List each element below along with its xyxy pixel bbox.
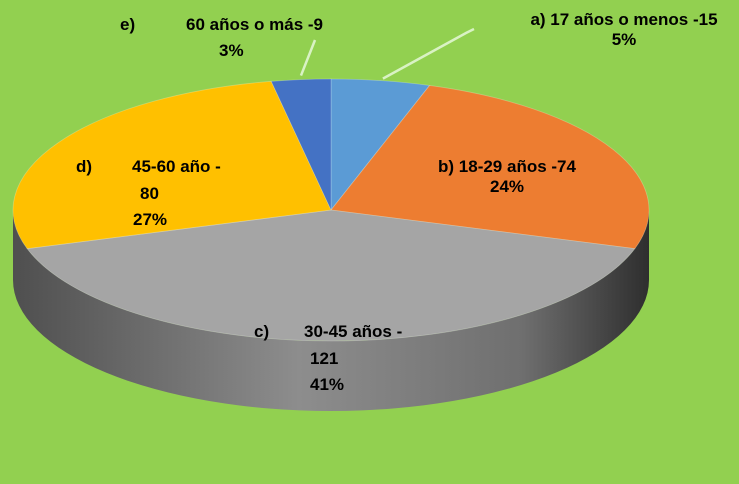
pie-side-wall (13, 210, 649, 411)
data-label-d-name: 45-60 año - (132, 157, 221, 176)
pie-slice-2 (330, 85, 650, 250)
data-label-b-text: b) 18-29 años -74 (438, 157, 576, 176)
leader-line-a (382, 27, 475, 80)
data-label-c-value: 121 (310, 349, 339, 368)
data-label-b: b) 18-29 años -74 24% (422, 157, 592, 197)
data-label-e-name: 60 años o más -9 (186, 15, 324, 34)
pie-slice-5 (270, 78, 332, 211)
data-label-d-letter: d) (76, 157, 93, 176)
pie-slice-3 (26, 209, 636, 342)
data-label-a-text: a) 17 años o menos -15 (530, 10, 718, 29)
pie-side-wall-face (13, 210, 649, 411)
data-label-d-value: 80 (140, 184, 159, 203)
data-label-c-percent: 41% (310, 375, 345, 394)
data-label-e-letter: e) (120, 15, 136, 34)
pie-slices (12, 78, 650, 342)
data-label-c-letter: c) (254, 322, 270, 341)
data-label-c-name: 30-45 años - (304, 322, 403, 341)
data-label-b-percent: 24% (489, 177, 525, 196)
pie-slice-4 (12, 80, 332, 250)
leader-line-e (299, 39, 317, 77)
data-label-a: a) 17 años o menos -15 5% (514, 10, 734, 50)
pie-slice-1 (330, 78, 431, 212)
data-label-e-percent: 3% (219, 41, 244, 60)
leader-lines (299, 27, 475, 80)
data-label-a-percent: 5% (611, 30, 637, 49)
data-label-d-percent: 27% (133, 210, 168, 229)
